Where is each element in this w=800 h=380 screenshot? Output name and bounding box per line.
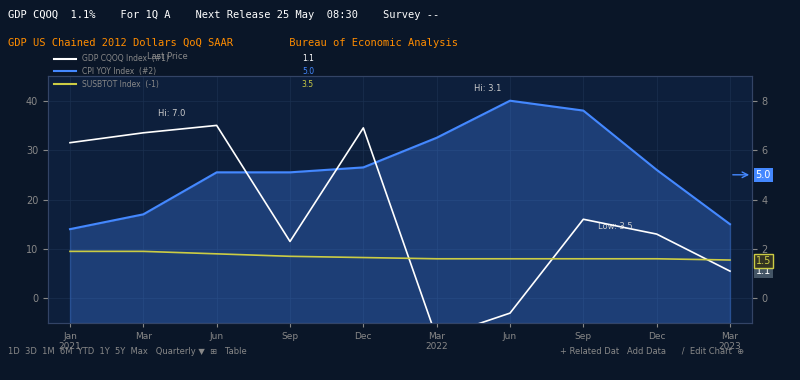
Text: 1.5: 1.5 <box>756 256 771 266</box>
Text: 5.0: 5.0 <box>302 67 314 76</box>
Text: Low: -1.6: Low: -1.6 <box>0 379 1 380</box>
Text: GDP CQOQ  1.1%    For 1Q A    Next Release 25 May  08:30    Survey --: GDP CQOQ 1.1% For 1Q A Next Release 25 M… <box>8 10 439 20</box>
Text: Low: 3.5: Low: 3.5 <box>598 222 633 231</box>
Text: + Related Dat   Add Data      /  Edit Chart  ⊕: + Related Dat Add Data / Edit Chart ⊕ <box>560 347 744 356</box>
Text: 1.1: 1.1 <box>756 266 771 276</box>
Text: 3.5: 3.5 <box>302 79 314 89</box>
Text: 1D  3D  1M  6M  YTD  1Y  5Y  Max   Quarterly ▼  ⊞   Table: 1D 3D 1M 6M YTD 1Y 5Y Max Quarterly ▼ ⊞ … <box>8 347 246 356</box>
Text: 5.0: 5.0 <box>756 170 771 180</box>
Text: Last Price: Last Price <box>147 52 188 61</box>
Text: GDP CQOQ Index  (#1): GDP CQOQ Index (#1) <box>82 54 169 63</box>
Text: SUSBTOT Index  (-1): SUSBTOT Index (-1) <box>82 79 158 89</box>
Text: GDP US Chained 2012 Dollars QoQ SAAR         Bureau of Economic Analysis: GDP US Chained 2012 Dollars QoQ SAAR Bur… <box>8 38 458 48</box>
Text: CPI YOY Index  (#2): CPI YOY Index (#2) <box>82 67 156 76</box>
Text: Hi: 3.1: Hi: 3.1 <box>474 84 502 93</box>
Text: Hi: 7.0: Hi: 7.0 <box>158 109 186 117</box>
Text: 1.1: 1.1 <box>302 54 314 63</box>
